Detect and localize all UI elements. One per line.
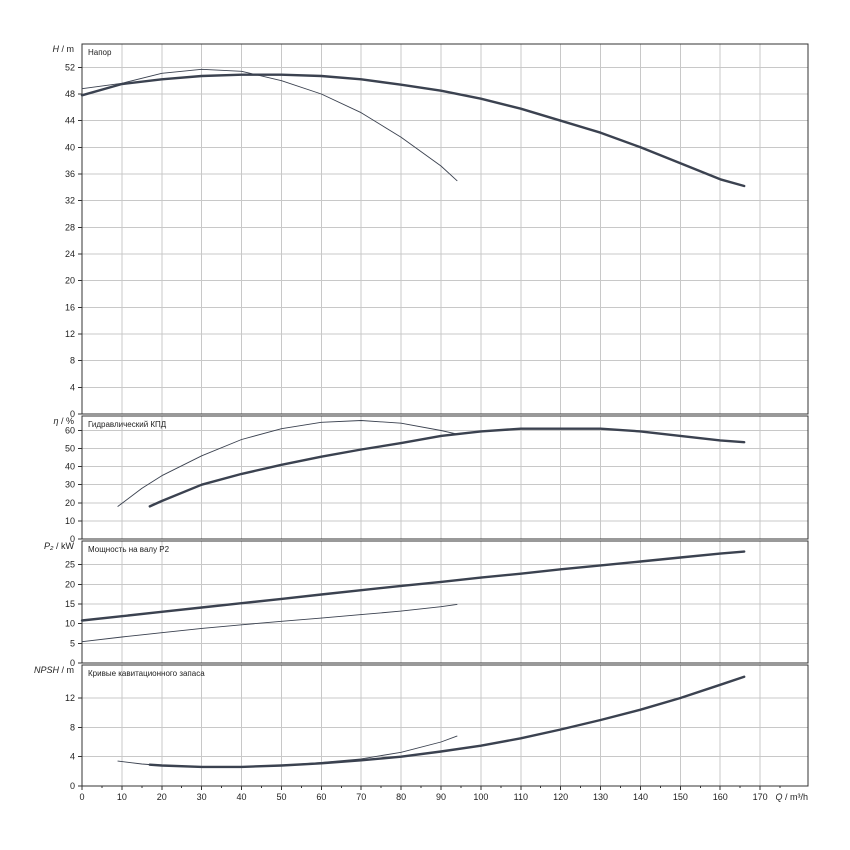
y-tick-label: 16 [65,302,75,312]
panel-efficiency: 0 10 20 30 40 50 60 Гидравлический КПД η / % [53,415,809,544]
y-tick-label: 20 [65,579,75,589]
y-axis-symbol: NPSH [34,665,60,675]
x-tick-label: 50 [276,792,286,802]
y-tick-label: 30 [65,480,75,490]
y-tick-label: 12 [65,693,75,703]
panel-title: Мощность на валу P2 [88,545,170,554]
x-tick-label: 70 [356,792,366,802]
y-tick-label: 20 [65,276,75,286]
panel-title: Кривые кавитационного запаса [88,669,205,678]
efficiency-curve-main [148,427,746,508]
x-axis-symbol: Q [775,792,782,802]
y-tick-label: 48 [65,89,75,99]
y-tick-label: 12 [65,329,75,339]
y-tick-label: 52 [65,62,75,72]
npsh-curve-secondary [117,735,458,768]
y-tick-label: 4 [70,752,75,762]
y-tick-label: 60 [65,425,75,435]
panel-frame [81,43,809,415]
x-tick-label: 140 [633,792,648,802]
y-tick-label: 15 [65,599,75,609]
y-axis-symbol: H [52,44,59,54]
y-tick-label: 8 [70,356,75,366]
x-tick-label: 110 [514,792,528,802]
y-tick-label: 0 [70,534,75,544]
x-tick-label: 10 [117,792,127,802]
y-tick-label: 50 [65,444,75,454]
y-tick-label: 40 [65,142,75,152]
panel-title: Напор [88,48,112,57]
x-tick-label: 160 [713,792,728,802]
y-axis-label: P₂ / kW [44,541,74,551]
y-tick-label: 20 [65,498,75,508]
panel-frame [81,540,809,664]
y-axis-label: H / m [52,44,74,54]
y-axis-label: η / % [53,416,74,426]
y-tick-label: 25 [65,560,75,570]
y-tick-label: 10 [65,619,75,629]
x-axis-label: Q / m³/h [775,792,808,802]
head-curve-secondary [81,68,458,182]
x-tick-label: 80 [396,792,406,802]
y-axis-separator: / [53,541,61,551]
npsh-curve-main [148,675,746,769]
y-axis-separator: / [58,416,66,426]
y-axis-unit: kW [61,541,75,551]
y-tick-label: 32 [65,196,75,206]
y-axis-separator: / [59,665,67,675]
y-tick-label: 10 [65,516,75,526]
y-tick-label: 24 [65,249,75,259]
panel-frame [81,415,809,540]
power-curve-main [80,550,746,622]
panel-power: 0 5 10 15 20 25 Мощность на валу P2 P₂ / kW [44,540,809,668]
x-tick-label: 20 [157,792,167,802]
y-tick-label: 0 [70,658,75,668]
x-tick-label: 90 [436,792,446,802]
head-curve-main [80,73,746,188]
x-tick-label: 0 [79,792,84,802]
x-tick-label: 150 [673,792,688,802]
y-tick-label: 40 [65,462,75,472]
x-axis: 0 10 20 30 40 50 60 70 80 90 100 110 120 130 140 150 160… [79,786,808,802]
x-tick-label: 60 [316,792,326,802]
panel-frame [81,664,809,787]
y-tick-label: 5 [70,638,75,648]
panel-npsh: 0 4 8 12 Кривые кавитационного запаса NPSH / … [34,664,809,791]
y-tick-label: 28 [65,222,75,232]
y-tick-label: 8 [70,722,75,732]
x-axis-separator: / [782,792,790,802]
y-tick-label: 0 [70,409,75,419]
y-tick-label: 0 [70,781,75,791]
x-tick-label: 30 [197,792,207,802]
y-axis-unit: m [67,665,75,675]
y-axis-unit: m [67,44,75,54]
panel-title: Гидравлический КПД [88,420,167,429]
y-tick-label: 4 [70,382,75,392]
y-axis-separator: / [59,44,67,54]
x-tick-label: 130 [593,792,608,802]
y-axis-symbol: η [53,416,58,426]
y-axis-symbol: P₂ [44,541,54,551]
power-curve-secondary [81,603,458,643]
x-axis-unit: m³/h [790,792,808,802]
x-tick-label: 40 [237,792,247,802]
x-tick-label: 120 [553,792,568,802]
y-axis-unit: % [66,416,74,426]
y-axis-label: NPSH / m [34,665,74,675]
y-tick-label: 36 [65,169,75,179]
efficiency-curve-secondary [117,420,458,507]
x-tick-label: 100 [473,792,488,802]
y-tick-label: 44 [65,116,75,126]
x-tick-label: 170 [753,792,768,802]
